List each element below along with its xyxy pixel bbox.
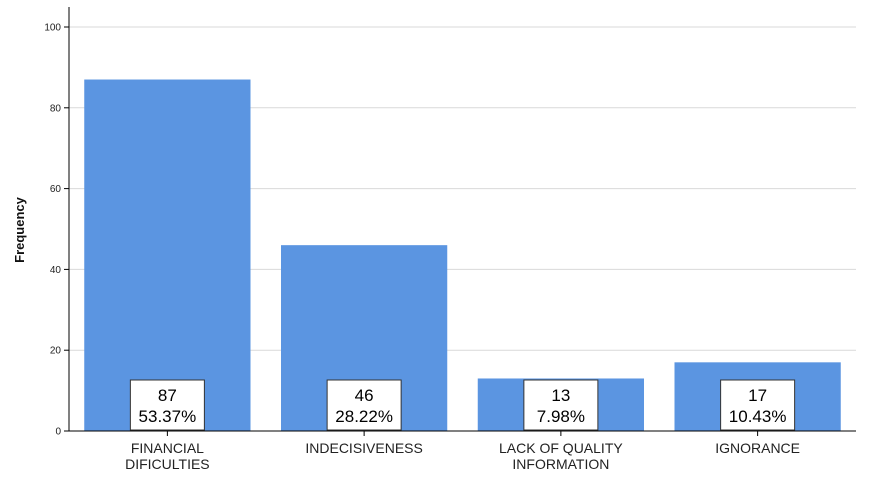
x-category-label: INFORMATION — [512, 456, 609, 472]
data-labels: 87 53.37% 46 28.22% 13 7.98% 17 10.43% — [129, 379, 796, 431]
x-category-label: FINANCIAL — [131, 440, 204, 456]
data-label-percent: 7.98% — [537, 407, 585, 426]
y-tick-label: 20 — [50, 346, 62, 357]
x-category-label: LACK OF QUALITY — [499, 440, 623, 456]
x-category-label: IGNORANCE — [715, 440, 800, 456]
bar — [84, 79, 251, 432]
data-label-box — [523, 379, 599, 431]
data-label-value: 17 — [748, 386, 767, 405]
data-label-value: 13 — [551, 386, 570, 405]
data-label-box — [720, 379, 796, 431]
data-label-percent: 28.22% — [335, 407, 393, 426]
bars — [84, 79, 841, 432]
data-label-value: 87 — [158, 386, 177, 405]
y-tick-label: 60 — [50, 184, 62, 195]
y-tick-label: 40 — [50, 265, 62, 276]
data-label-percent: 10.43% — [729, 407, 787, 426]
y-tick-label: 0 — [55, 427, 61, 438]
data-label-percent: 53.37% — [139, 407, 197, 426]
y-tick-label: 80 — [50, 103, 62, 114]
axes — [68, 7, 856, 436]
y-tick-labels: 0 20 40 60 80 100 — [44, 23, 69, 438]
x-category-label: DIFICULTIES — [125, 456, 210, 472]
x-category-label: INDECISIVENESS — [305, 440, 422, 456]
data-label-value: 46 — [355, 386, 374, 405]
y-axis-title: Frequency — [12, 196, 27, 263]
data-label-box — [129, 379, 205, 431]
y-tick-label: 100 — [44, 23, 61, 34]
data-label-box — [326, 379, 402, 431]
